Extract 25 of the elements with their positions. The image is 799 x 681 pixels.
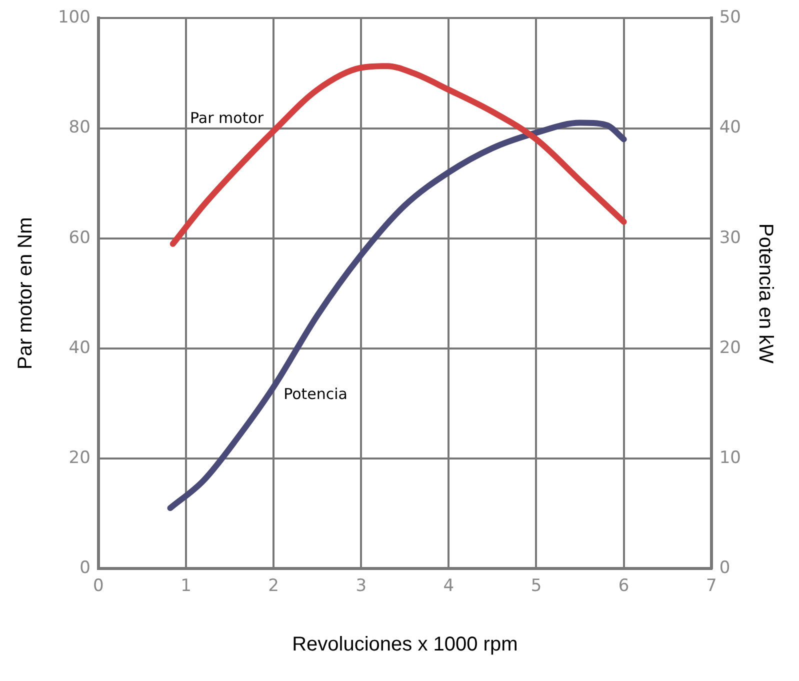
y2-tick-label: 50 (719, 8, 742, 28)
series-label: Par motor (190, 108, 264, 127)
y-tick-label: 60 (68, 228, 90, 248)
y2-tick-label: 0 (719, 558, 730, 578)
y-tick-label: 80 (68, 118, 90, 138)
y-axis-title: Par motor en Nm (14, 217, 37, 370)
x-tick-label: 1 (180, 576, 192, 596)
series-label: Potencia (284, 384, 348, 403)
x-axis-title: Revoluciones x 1000 rpm (292, 634, 518, 656)
x-tick-label: 3 (356, 576, 367, 596)
x-tick-label: 0 (93, 576, 104, 596)
y2-tick-label: 10 (719, 448, 742, 468)
y2-tick-label: 30 (719, 228, 742, 248)
x-tick-label: 4 (443, 576, 454, 596)
x-tick-label: 6 (618, 576, 630, 596)
y-tick-label: 0 (80, 558, 90, 578)
y2-tick-label: 40 (719, 118, 742, 138)
x-tick-label: 5 (530, 576, 542, 596)
y-tick-label: 20 (68, 448, 90, 468)
y-tick-label: 40 (68, 338, 90, 358)
x-tick-label: 7 (706, 576, 717, 596)
x-tick-label: 2 (268, 576, 279, 596)
y2-axis-title: Potencia en kW (754, 223, 776, 364)
y-tick-label: 100 (58, 8, 90, 28)
y2-tick-label: 20 (719, 338, 742, 358)
